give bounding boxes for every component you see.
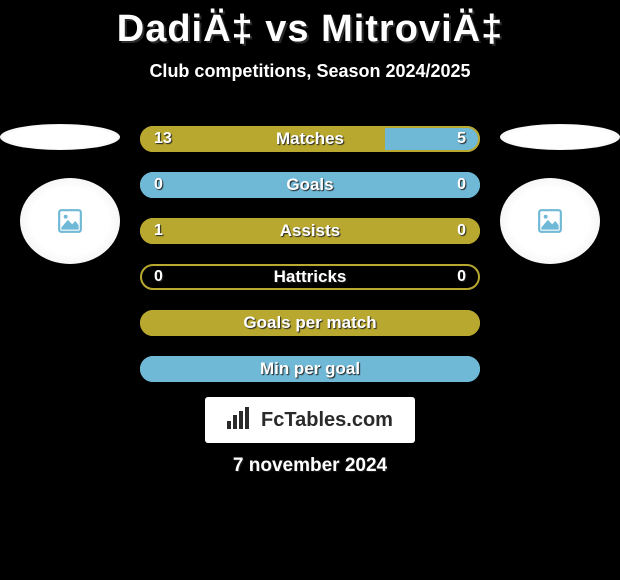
- player2-avatar: [500, 178, 600, 264]
- stat-row: Goals per match: [140, 310, 480, 336]
- placeholder-image-icon: [537, 208, 563, 234]
- stat-row: 00Goals: [140, 172, 480, 198]
- stat-row: 00Hattricks: [140, 264, 480, 290]
- stat-label: Hattricks: [140, 264, 480, 290]
- placeholder-image-icon: [57, 208, 83, 234]
- player1-shadow: [0, 124, 120, 150]
- stat-label: Min per goal: [140, 356, 480, 382]
- stat-label: Goals per match: [140, 310, 480, 336]
- stat-label: Assists: [140, 218, 480, 244]
- watermark-text: FcTables.com: [261, 409, 393, 432]
- stat-row: 135Matches: [140, 126, 480, 152]
- page-title: DadiÄ‡ vs MitroviÄ‡: [0, 0, 620, 51]
- comparison-chart: 135Matches 00Goals 10Assists 00Hattricks Goa…: [140, 126, 480, 402]
- page-subtitle: Club competitions, Season 2024/2025: [0, 61, 620, 82]
- watermark: FcTables.com: [205, 397, 415, 443]
- bars-icon: [227, 407, 253, 434]
- stat-label: Matches: [140, 126, 480, 152]
- player2-shadow: [500, 124, 620, 150]
- footer-date: 7 november 2024: [0, 455, 620, 477]
- player1-avatar: [20, 178, 120, 264]
- stat-row: 10Assists: [140, 218, 480, 244]
- stat-label: Goals: [140, 172, 480, 198]
- stat-row: Min per goal: [140, 356, 480, 382]
